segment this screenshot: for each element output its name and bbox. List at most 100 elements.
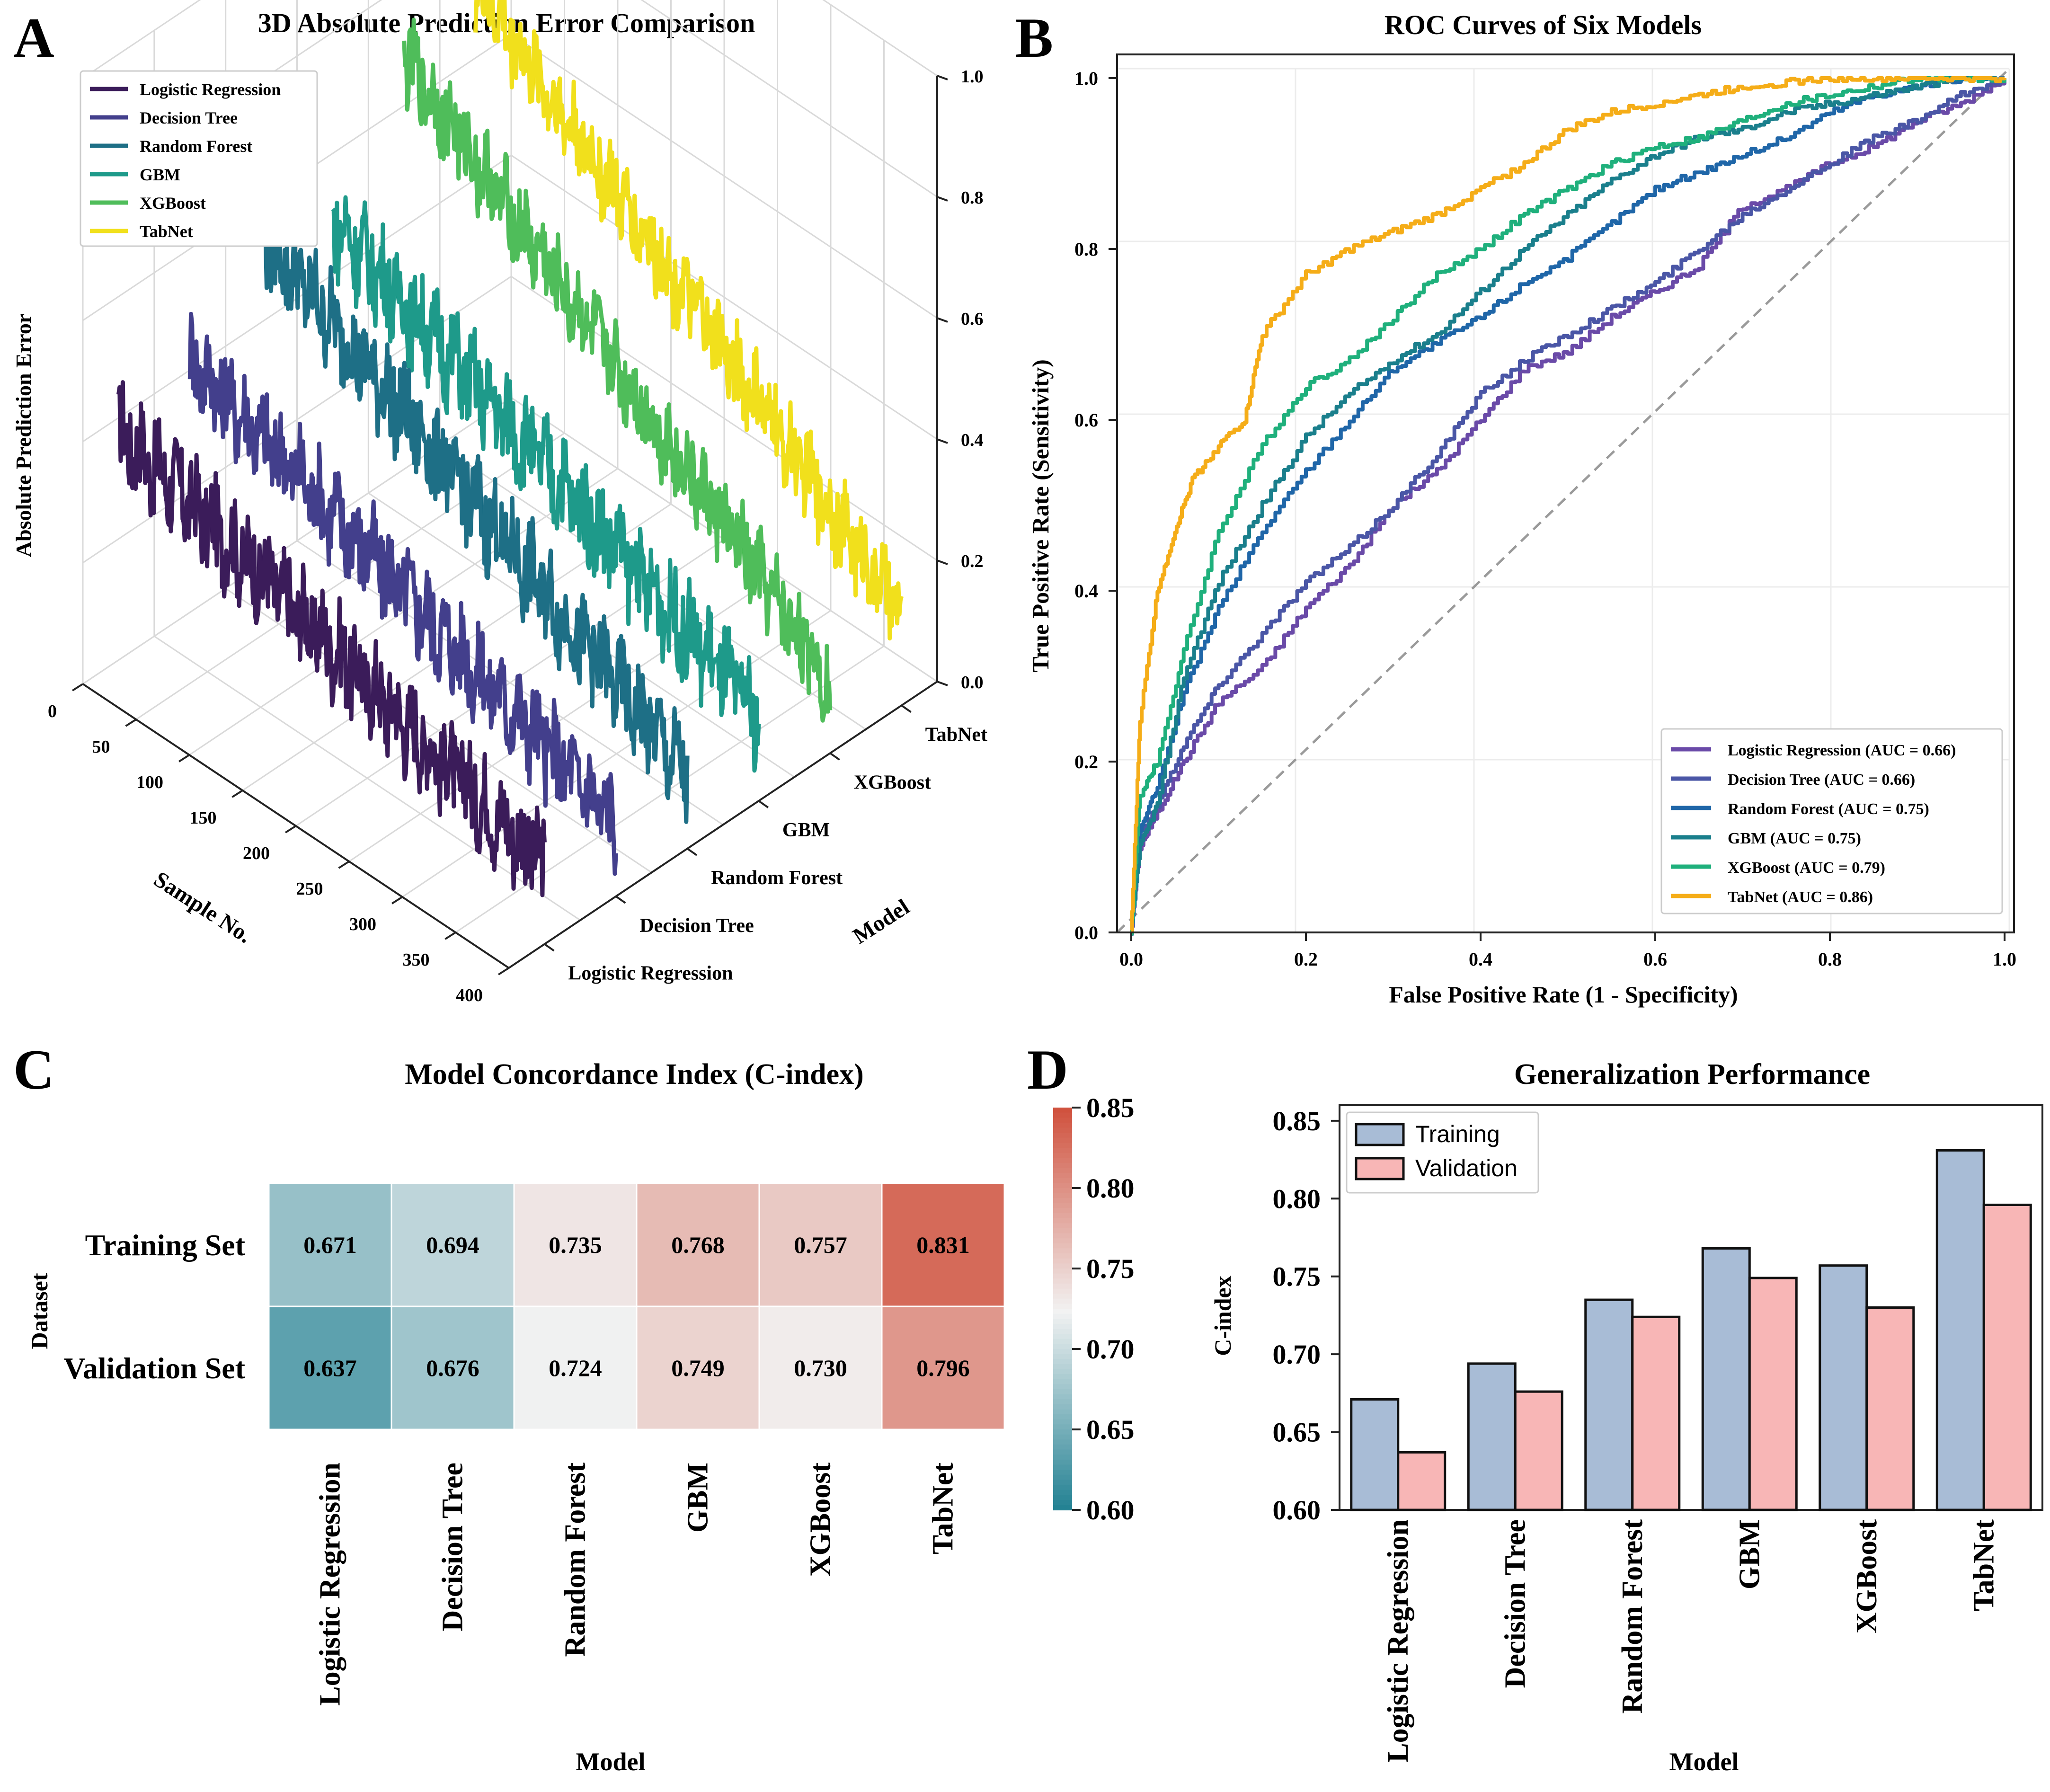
a-x-tick-label: 350 — [403, 950, 430, 970]
d-bar — [1467, 1362, 1517, 1511]
c-colorbar-segment — [1053, 1439, 1072, 1445]
c-colorbar-segment — [1053, 1223, 1072, 1229]
c-cell-label: 0.724 — [549, 1355, 602, 1381]
a-x-tick-label: 0 — [48, 701, 57, 721]
d-legend-label: Validation — [1415, 1155, 1518, 1181]
a-legend-label: Random Forest — [140, 137, 252, 156]
c-colorbar-segment — [1053, 1474, 1072, 1481]
c-colorbar-segment — [1053, 1278, 1072, 1284]
panel-d-title: Generalization Performance — [1514, 1058, 1870, 1091]
a-x-tick — [284, 825, 297, 834]
c-row-label: Training Set — [85, 1228, 246, 1262]
a-y-tick — [901, 704, 912, 713]
b-x-tick-label: 1.0 — [1993, 949, 2016, 970]
c-colorbar-tick-label: 0.60 — [1086, 1495, 1135, 1526]
c-colorbar-segment — [1053, 1118, 1072, 1123]
panel-d-bar-chart: Generalization Performance 0.600.650.700… — [1209, 1058, 2043, 1776]
c-colorbar-segment — [1053, 1394, 1072, 1400]
d-legend-label: Training — [1415, 1121, 1500, 1147]
a-x-tick — [497, 967, 510, 976]
a-z-tick — [937, 681, 948, 686]
c-colorbar-segment — [1053, 1143, 1072, 1148]
a-x-tick — [231, 790, 243, 798]
a-y-tick-label: GBM — [782, 819, 830, 841]
b-x-tick-label: 0.8 — [1818, 949, 1842, 970]
panel-d-axes: 0.60 0.65 0.70 0.75 0.80 0.85 Logistic Regress… — [1273, 1104, 2043, 1763]
c-colorbar-segment — [1053, 1283, 1072, 1289]
c-colorbar-segment — [1053, 1162, 1072, 1169]
c-heatmap-cell — [636, 1305, 760, 1430]
c-colorbar-tick-label: 0.85 — [1086, 1092, 1135, 1123]
a-z-tick-label: 0.8 — [961, 188, 984, 208]
d-bar — [1865, 1306, 1915, 1511]
b-x-tick-label: 0.6 — [1643, 949, 1667, 970]
c-heatmap-cell — [881, 1182, 1005, 1307]
panel-d-bars — [1350, 1149, 2032, 1511]
c-cell-label: 0.671 — [303, 1232, 357, 1258]
a-x-tick — [338, 861, 350, 869]
c-colorbar-segment — [1053, 1273, 1072, 1279]
panel-b-axes: 0.0 0.2 0.4 0.6 0.8 1.0 0.0 0.2 0.4 0.6 0.8 1.0 — [1074, 53, 2016, 970]
c-colorbar-segment — [1053, 1499, 1072, 1506]
d-bar — [1631, 1315, 1681, 1511]
a-x-tick — [391, 896, 403, 905]
b-legend-label: GBM (AUC = 0.75) — [1728, 830, 1861, 847]
c-colorbar-segment — [1053, 1495, 1072, 1500]
c-colorbar-segment — [1053, 1444, 1072, 1450]
a-z-tick-label: 0.2 — [961, 551, 984, 571]
b-x-tick-label: 0.2 — [1294, 949, 1318, 970]
c-colorbar-tick-label: 0.65 — [1086, 1414, 1135, 1445]
c-colorbar-segment — [1053, 1334, 1072, 1340]
a-series-line — [259, 197, 690, 824]
a-series-line — [116, 380, 547, 897]
c-col-label: Logistic Regression — [314, 1463, 346, 1706]
a-y-tick — [615, 896, 626, 904]
b-y-tick-label: 0.2 — [1074, 751, 1098, 772]
b-legend-label: Decision Tree (AUC = 0.66) — [1728, 771, 1915, 789]
c-colorbar-segment — [1053, 1449, 1072, 1455]
a-y-tick-label: Decision Tree — [639, 915, 754, 937]
c-colorbar-segment — [1053, 1470, 1072, 1475]
panel-a-legend: Logistic Regression Decision Tree Random F… — [80, 70, 318, 247]
a-legend-label: Logistic Regression — [140, 80, 281, 99]
c-colorbar-segment — [1053, 1243, 1072, 1249]
d-x-tick-label: Logistic Regression — [1382, 1519, 1414, 1763]
c-cell-label: 0.749 — [671, 1355, 725, 1381]
panel-c-axis-labels: Training Set Validation Set Logistic Regre… — [64, 1228, 959, 1706]
a-z-tick-label: 0.4 — [961, 430, 984, 450]
c-colorbar-segment — [1053, 1313, 1072, 1320]
d-bar — [1982, 1203, 2032, 1511]
c-colorbar-segment — [1053, 1133, 1072, 1138]
c-colorbar-segment — [1053, 1183, 1072, 1189]
c-row-label: Validation Set — [64, 1351, 246, 1385]
a-model-axis — [508, 681, 938, 969]
panel-a-ylabel: Model — [848, 894, 914, 949]
c-colorbar-segment — [1053, 1354, 1072, 1360]
c-colorbar-segment — [1053, 1122, 1072, 1128]
c-colorbar-segment — [1053, 1288, 1072, 1295]
d-x-tick-label: TabNet — [1968, 1519, 2000, 1611]
a-legend-label: XGBoost — [140, 194, 206, 213]
d-bar — [1397, 1451, 1447, 1511]
c-colorbar-segment — [1053, 1414, 1072, 1420]
c-colorbar-segment — [1053, 1369, 1072, 1375]
c-colorbar-segment — [1053, 1108, 1072, 1113]
c-colorbar-segment — [1053, 1248, 1072, 1254]
c-colorbar-segment — [1053, 1505, 1072, 1510]
c-col-label: TabNet — [927, 1463, 959, 1554]
a-y-tick-label: Random Forest — [711, 867, 843, 889]
b-roc-curve — [1130, 76, 2005, 933]
d-x-tick-label: XGBoost — [1851, 1519, 1883, 1633]
panel-b-xlabel: False Positive Rate (1 - Specificity) — [1389, 981, 1738, 1008]
d-y-tick-label: 0.70 — [1273, 1339, 1321, 1370]
a-y-tick-label: TabNet — [925, 724, 987, 745]
a-x-tick — [178, 754, 190, 763]
panel-c-heatmap: Model Concordance Index (C-index) 0.671 0… — [26, 1058, 1135, 1776]
c-colorbar-segment — [1053, 1193, 1072, 1199]
panel-a-series-lines — [116, 0, 904, 897]
c-colorbar-segment — [1053, 1218, 1072, 1224]
c-colorbar-segment — [1053, 1198, 1072, 1204]
c-colorbar-segment — [1053, 1238, 1072, 1244]
c-colorbar-tick-label: 0.80 — [1086, 1173, 1135, 1204]
c-colorbar-segment — [1053, 1233, 1072, 1239]
